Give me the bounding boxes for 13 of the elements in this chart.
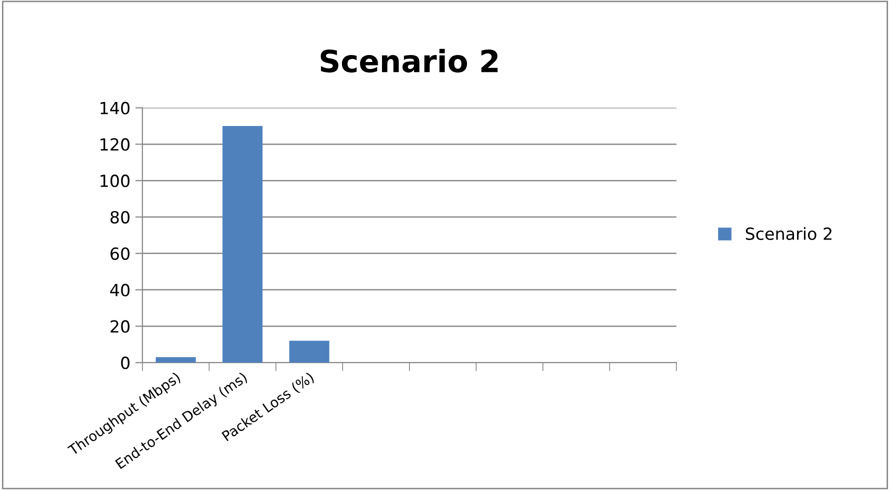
chart-title: Scenario 2 bbox=[320, 48, 498, 73]
y-tick-label: 100 bbox=[100, 174, 130, 188]
bar bbox=[289, 340, 330, 363]
bar bbox=[222, 126, 263, 363]
legend-label: Scenario 2 bbox=[746, 227, 832, 240]
y-tick-label: 60 bbox=[110, 247, 130, 260]
y-tick-label: 40 bbox=[110, 284, 130, 296]
y-tick-label: 20 bbox=[110, 320, 130, 333]
y-tick-label: 120 bbox=[100, 138, 130, 151]
y-tick-label: 140 bbox=[100, 102, 130, 114]
y-tick-label: 0 bbox=[121, 356, 130, 370]
bar bbox=[156, 357, 196, 363]
y-tick-label: 80 bbox=[110, 210, 130, 224]
